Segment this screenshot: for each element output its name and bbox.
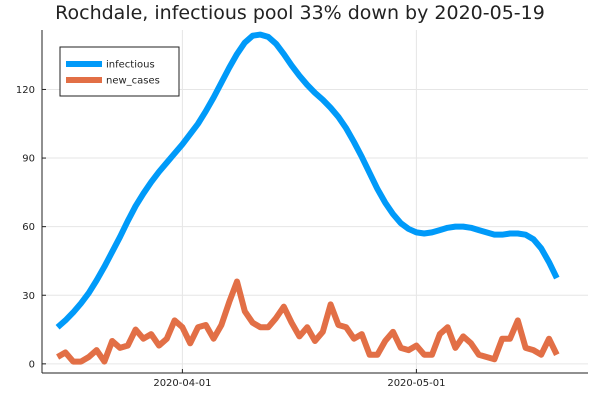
legend-box	[59, 46, 180, 97]
y-tick-label: 60	[22, 222, 35, 233]
y-tick-label: 120	[16, 85, 35, 96]
y-tick-label: 90	[22, 154, 35, 165]
legend: infectious new_cases	[59, 46, 180, 97]
axes: 0 30 60 90 120 2020-04-01 2020-05-01	[16, 30, 588, 389]
legend-label-infectious: infectious	[106, 60, 155, 71]
y-tick-label: 0	[29, 359, 35, 370]
x-tick-label: 2020-04-01	[153, 378, 211, 389]
legend-label-new-cases: new_cases	[106, 76, 160, 87]
y-tick-label: 30	[22, 291, 35, 302]
series-line-new-cases	[56, 278, 560, 365]
x-tick-label: 2020-05-01	[387, 378, 445, 389]
chart-title: Rochdale, infectious pool 33% down by 20…	[55, 2, 545, 24]
series-line-infectious	[55, 31, 560, 330]
series-layer	[55, 31, 560, 365]
